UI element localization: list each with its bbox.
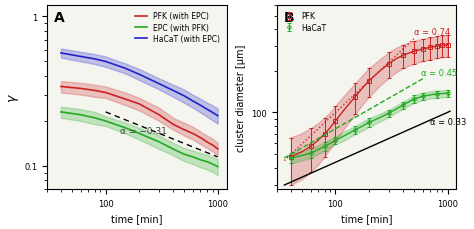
PFK (with EPC) [78,88,83,90]
EPC (with PFK) [137,133,142,135]
Text: α = −0.31: α = −0.31 [120,127,167,136]
Legend: PFK, HaCaT: PFK, HaCaT [281,9,329,36]
PFK (with EPC) [210,144,216,147]
X-axis label: time [min]: time [min] [111,213,163,224]
Y-axis label: γ: γ [6,94,18,101]
Text: α = 0.74: α = 0.74 [414,27,450,36]
HaCaT (with EPC) [78,56,83,59]
PFK (with EPC) [198,136,203,139]
Line: HaCaT (with EPC): HaCaT (with EPC) [61,54,218,116]
PFK (with EPC) [58,86,64,88]
HaCaT (with EPC) [122,68,128,70]
Text: A: A [54,11,65,25]
HaCaT (with EPC) [170,90,176,93]
HaCaT (with EPC) [190,100,196,103]
EPC (with PFK) [170,148,176,151]
PFK (with EPC) [190,133,196,135]
X-axis label: time [min]: time [min] [341,213,392,224]
EPC (with PFK) [58,111,64,114]
HaCaT (with EPC) [210,112,216,114]
PFK (with EPC) [103,92,109,94]
EPC (with PFK) [210,163,216,166]
HaCaT (with EPC) [137,74,142,76]
PFK (with EPC) [137,103,142,106]
EPC (with PFK) [78,114,83,117]
EPC (with PFK) [92,117,98,120]
HaCaT (with EPC) [58,52,64,55]
PFK (with EPC) [122,98,128,101]
Y-axis label: cluster diameter [µm]: cluster diameter [µm] [236,44,246,151]
EPC (with PFK) [190,156,196,159]
EPC (with PFK) [215,166,220,168]
Legend: PFK (with EPC), EPC (with PFK), HaCaT (with EPC): PFK (with EPC), EPC (with PFK), HaCaT (w… [132,9,223,47]
Text: B: B [284,11,295,25]
HaCaT (with EPC) [156,83,162,86]
EPC (with PFK) [103,120,109,123]
HaCaT (with EPC) [198,104,203,107]
HaCaT (with EPC) [181,95,187,98]
Text: α = 0.33: α = 0.33 [430,118,466,127]
EPC (with PFK) [198,159,203,161]
PFK (with EPC) [204,141,210,144]
Text: α = 0.45: α = 0.45 [421,69,457,78]
PFK (with EPC) [215,148,220,151]
PFK (with EPC) [92,90,98,93]
EPC (with PFK) [122,127,128,130]
PFK (with EPC) [181,129,187,131]
EPC (with PFK) [204,161,210,163]
HaCaT (with EPC) [92,58,98,61]
PFK (with EPC) [156,114,162,117]
EPC (with PFK) [156,141,162,144]
HaCaT (with EPC) [204,108,210,111]
Line: PFK (with EPC): PFK (with EPC) [61,87,218,149]
HaCaT (with EPC) [103,61,109,63]
Line: EPC (with PFK): EPC (with PFK) [61,112,218,167]
HaCaT (with EPC) [215,115,220,117]
EPC (with PFK) [181,153,187,156]
PFK (with EPC) [170,123,176,126]
